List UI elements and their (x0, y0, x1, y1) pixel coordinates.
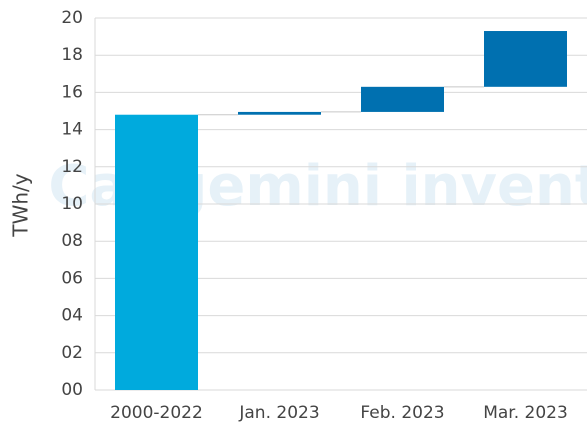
y-tick-label: 06 (61, 268, 83, 288)
y-tick-label: 16 (61, 82, 83, 102)
y-tick-label: 04 (61, 306, 83, 326)
bar (361, 86, 444, 112)
bar (484, 31, 567, 87)
bar (238, 111, 321, 115)
y-axis-label: TWh/y (9, 173, 33, 237)
y-tick-label: 08 (61, 231, 83, 251)
y-tick-label: 12 (61, 157, 83, 177)
x-tick-label: Mar. 2023 (483, 403, 568, 423)
y-tick-label: 00 (61, 380, 83, 400)
x-tick-label: 2000-2022 (110, 403, 203, 423)
x-tick-label: Feb. 2023 (360, 403, 444, 423)
y-tick-label: 20 (61, 8, 83, 28)
x-tick-label: Jan. 2023 (238, 403, 319, 423)
y-tick-label: 18 (61, 45, 83, 65)
y-tick-label: 10 (61, 194, 83, 214)
y-tick-label: 14 (61, 120, 83, 140)
y-tick-label: 02 (61, 343, 83, 363)
bar (115, 114, 198, 390)
